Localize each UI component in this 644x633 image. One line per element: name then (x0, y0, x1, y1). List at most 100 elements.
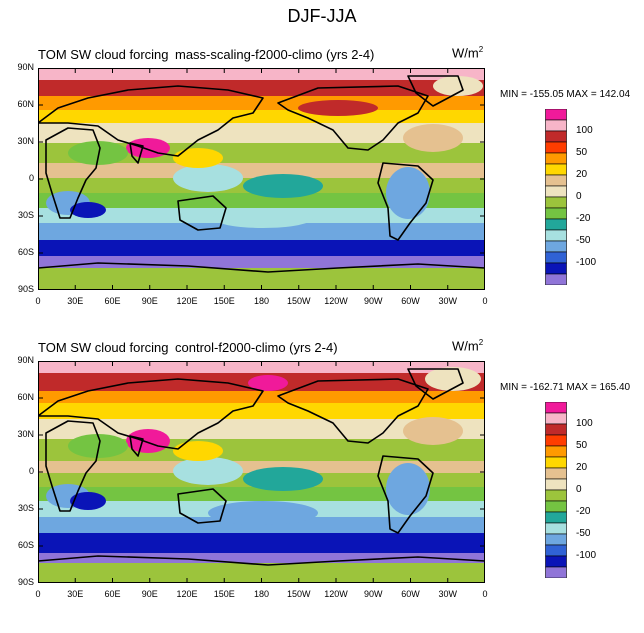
colorbar-swatch (545, 130, 567, 143)
contour-band (38, 123, 485, 143)
lat-label: 0 (28, 466, 34, 476)
lat-label: 90N (17, 62, 34, 72)
lon-label: 60E (104, 296, 121, 306)
coastline (277, 85, 429, 151)
contour-blob (68, 434, 128, 458)
colorbar-swatch (545, 262, 567, 275)
colorbar-swatch (545, 152, 567, 165)
lon-label: 150W (286, 589, 311, 599)
coastline (177, 488, 227, 524)
contour-band (38, 193, 485, 208)
lat-label: 90N (17, 355, 34, 365)
colorbar-swatch (545, 196, 567, 209)
colorbar-swatch (545, 478, 567, 491)
units-label: W/m2 (452, 338, 484, 354)
lon-label: 120E (176, 296, 198, 306)
contour-blob (126, 429, 170, 453)
panel-title-center: mass-scaling-f2000-climo (yrs 2-4) (175, 47, 375, 62)
contour-blob (173, 457, 243, 485)
contour-band (38, 553, 485, 563)
lon-label: 60W (401, 296, 420, 306)
colorbar-swatch (545, 533, 567, 546)
lon-label: 0 (482, 589, 488, 599)
lat-label: 90S (17, 577, 34, 587)
min-max-label: MIN = -162.71 MAX = 165.40 (500, 382, 631, 393)
colorbar-label: 50 (576, 440, 588, 451)
lon-label: 60W (401, 589, 420, 599)
contour-blob (298, 100, 378, 116)
contour-band (38, 240, 485, 256)
lon-label: 180 (253, 296, 270, 306)
colorbar-label: -20 (576, 506, 591, 517)
coastline (129, 142, 144, 164)
lat-label: 30N (17, 429, 34, 439)
coastline (407, 75, 464, 107)
figure-title: DJF-JJA (287, 6, 357, 26)
coastline (377, 162, 434, 241)
colorbar-label: -20 (576, 213, 591, 224)
lon-label: 150W (286, 296, 311, 306)
colorbar-swatch (545, 109, 567, 121)
colorbar-swatch (545, 456, 567, 469)
contour-blob (248, 375, 288, 391)
coastline (277, 378, 429, 444)
lat-label: 60N (17, 99, 34, 109)
colorbar-swatch (545, 511, 567, 524)
colorbar-swatch (545, 445, 567, 458)
colorbar-swatch (545, 434, 567, 447)
contour-blob (386, 167, 430, 219)
lon-label: 120W (324, 589, 348, 599)
coastline (407, 368, 464, 400)
colorbar-swatch (545, 566, 567, 578)
contour-blob (213, 208, 313, 228)
colorbar-swatch (545, 163, 567, 176)
contour-band (38, 533, 485, 553)
colorbar-swatch (545, 522, 567, 535)
coastline (45, 420, 101, 512)
colorbar-label: 100 (576, 125, 593, 136)
lat-label: 30S (17, 210, 34, 220)
colorbar-label: 20 (576, 462, 588, 473)
colorbar-label: -100 (576, 550, 597, 561)
contour-blob (68, 141, 128, 165)
colorbar-label: -50 (576, 528, 591, 539)
coastline (377, 455, 434, 534)
colorbar-label: 50 (576, 147, 588, 158)
colorbar-swatch (545, 467, 567, 480)
colorbar-label: -100 (576, 257, 597, 268)
contour-blob (70, 202, 106, 218)
colorbar-swatch (545, 251, 567, 264)
min-max-label: MIN = -155.05 MAX = 142.04 (500, 89, 631, 100)
coastline (129, 435, 144, 457)
colorbar-label: 0 (576, 484, 582, 495)
contour-band (38, 461, 485, 473)
contour-band (38, 163, 485, 178)
contour-band (38, 487, 485, 501)
colorbar-swatch (545, 500, 567, 513)
coastline (38, 378, 264, 450)
lon-label: 120E (176, 589, 198, 599)
lon-label: 30W (438, 296, 457, 306)
colorbar-swatch (545, 489, 567, 502)
lat-label: 30N (17, 136, 34, 146)
colorbar-swatch (545, 240, 567, 253)
lon-label: 90E (141, 296, 158, 306)
colorbar-label: 100 (576, 418, 593, 429)
lon-label: 30E (67, 589, 84, 599)
coastline (38, 555, 485, 583)
lat-label: 90S (17, 284, 34, 294)
units-label: W/m2 (452, 45, 484, 61)
lon-label: 150E (213, 589, 235, 599)
contour-blob (173, 148, 223, 168)
lon-label: 0 (35, 589, 41, 599)
map-panel-top: TOM SW cloud forcing mass-scaling-f2000-… (0, 45, 644, 340)
colorbar-swatch (545, 273, 567, 285)
colorbar-swatch (545, 174, 567, 187)
lon-label: 0 (35, 296, 41, 306)
lon-label: 150E (213, 296, 235, 306)
contour-blob (403, 417, 463, 445)
colorbar-label: -50 (576, 235, 591, 246)
lon-label: 90W (363, 296, 383, 306)
contour-band (38, 110, 485, 123)
panel-title-left: TOM SW cloud forcing (38, 340, 169, 355)
